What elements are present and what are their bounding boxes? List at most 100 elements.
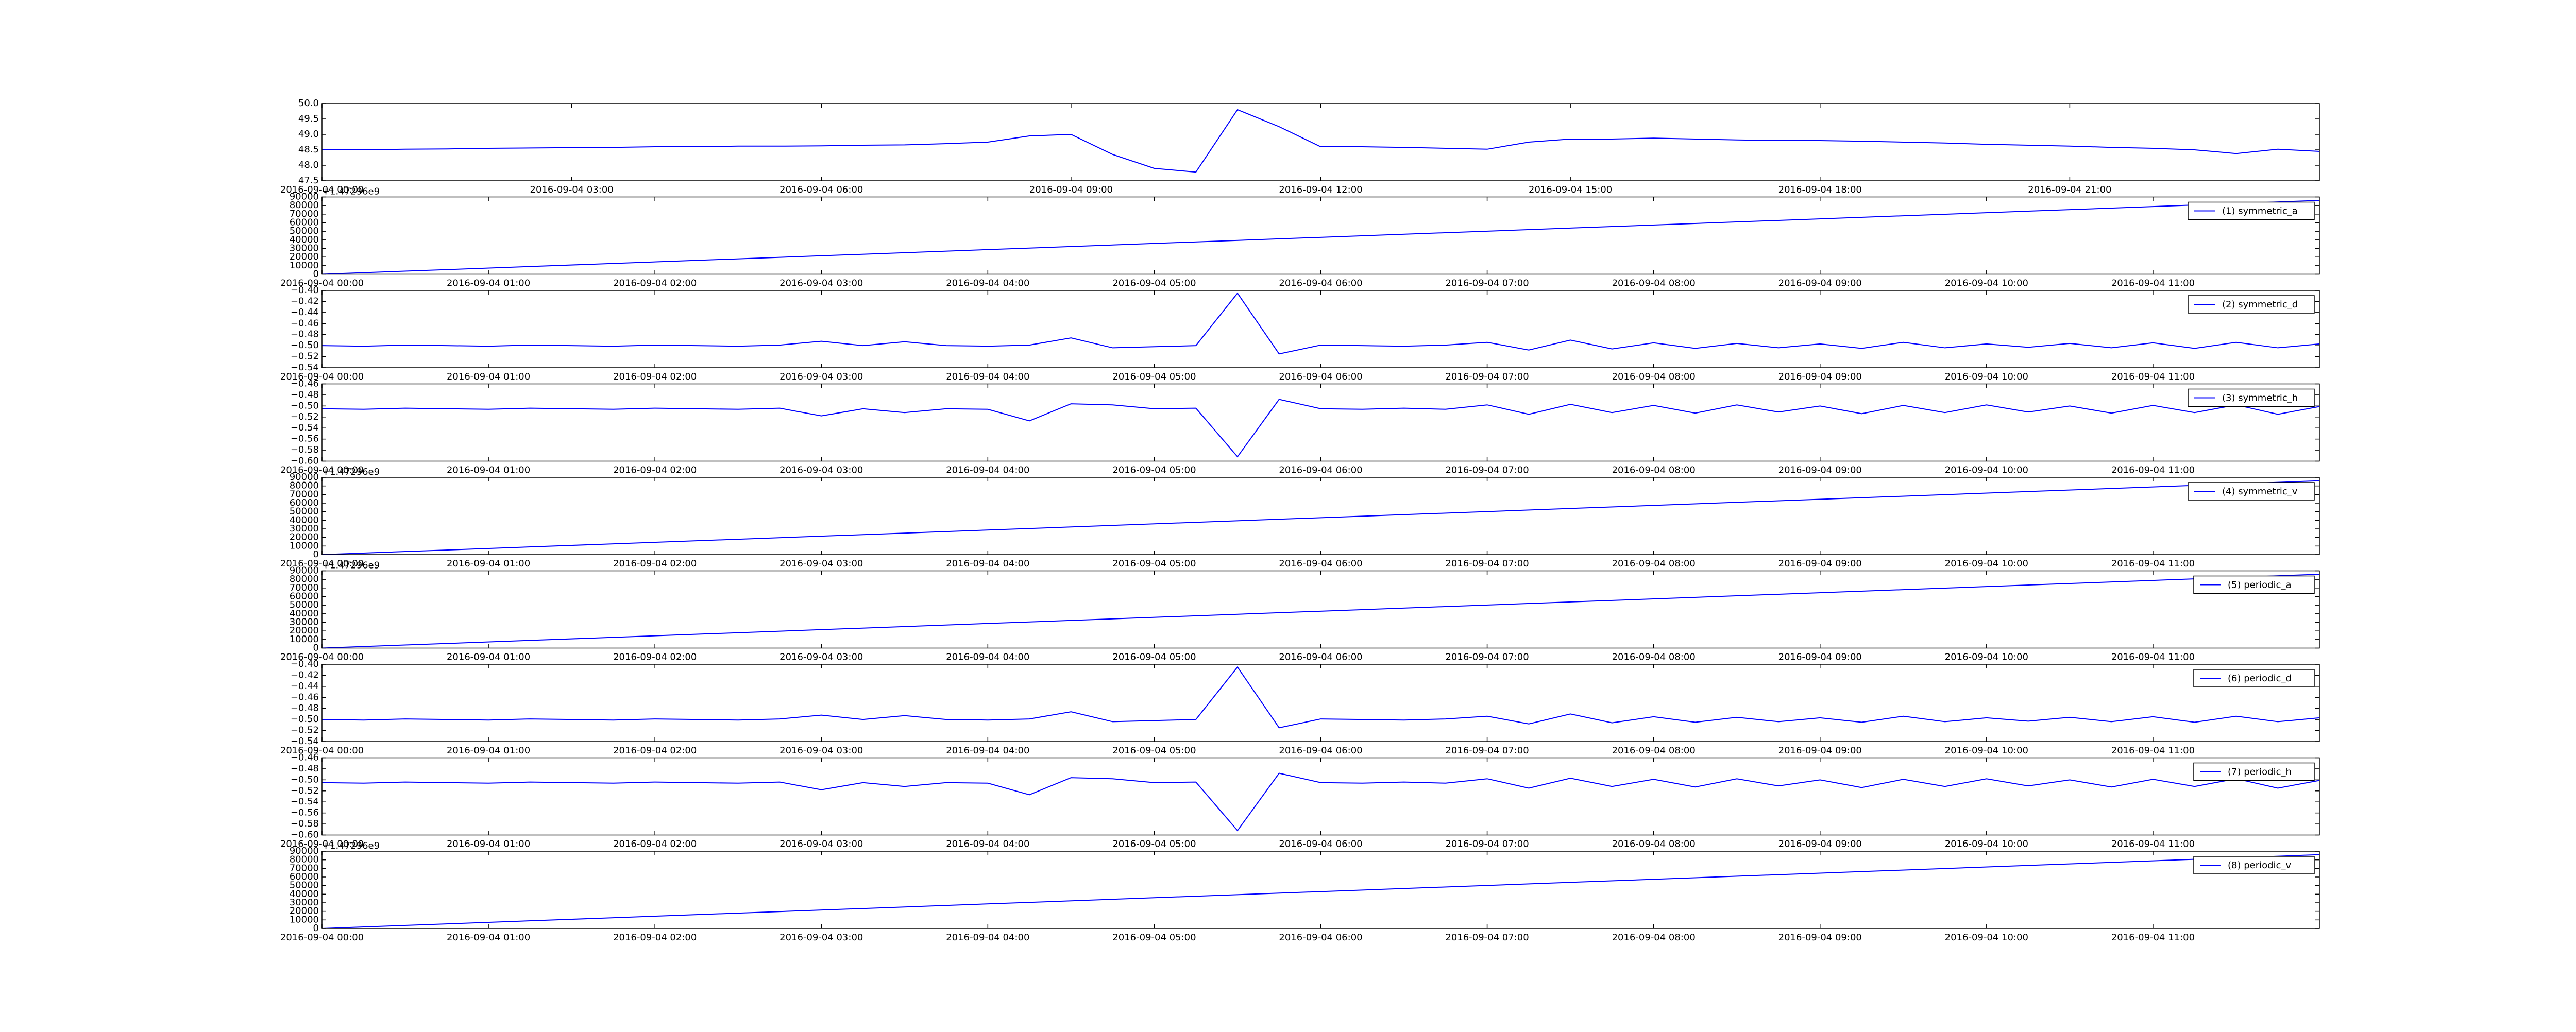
y-tick-label: 0: [313, 923, 319, 934]
x-tick-label: 2016-09-04 11:00: [2111, 745, 2195, 756]
y-tick-label: 20000: [290, 906, 319, 917]
x-tick-label: 2016-09-04 03:00: [779, 932, 863, 943]
legend-label: (7) periodic_h: [2228, 767, 2292, 778]
y-tick-label: 90000: [290, 565, 319, 576]
y-tick-label: −0.46: [291, 379, 319, 389]
y-tick-label: 40000: [290, 608, 319, 619]
y-tick-label: −0.52: [291, 785, 319, 796]
x-tick-label: 2016-09-04 06:00: [1279, 465, 1362, 476]
plot-frame: [321, 477, 2320, 555]
x-tick-label: 2016-09-04 08:00: [1612, 278, 1696, 289]
x-tick-label: 2016-09-04 21:00: [2028, 184, 2111, 195]
y-tick-label: −0.60: [291, 830, 319, 840]
x-tick-label: 2016-09-04 00:00: [280, 932, 364, 943]
x-tick-label: 2016-09-04 00:00: [280, 839, 364, 850]
legend-box: [2188, 201, 2315, 220]
x-tick-label: 2016-09-04 05:00: [1112, 652, 1196, 663]
y-tick-label: 50000: [290, 599, 319, 610]
x-tick-label: 2016-09-04 04:00: [946, 932, 1029, 943]
plot-frame: [321, 290, 2320, 368]
x-tick-label: 2016-09-04 04:00: [946, 839, 1029, 850]
x-tick-label: 2016-09-04 11:00: [2111, 278, 2195, 289]
y-tick-label: 80000: [290, 854, 319, 865]
y-tick-label: 49.0: [298, 129, 319, 140]
y-tick-label: −0.58: [291, 444, 319, 455]
x-tick-label: 2016-09-04 11:00: [2111, 652, 2195, 663]
x-tick-label: 2016-09-04 08:00: [1612, 932, 1696, 943]
x-tick-label: 2016-09-04 00:00: [280, 278, 364, 289]
x-tick-label: 2016-09-04 04:00: [946, 465, 1029, 476]
x-tick-label: 2016-09-04 06:00: [1279, 371, 1362, 382]
x-tick-label: 2016-09-04 10:00: [1945, 745, 2028, 756]
y-tick-label: 10000: [290, 260, 319, 271]
y-tick-label: −0.54: [291, 362, 319, 373]
y-tick-label: 50000: [290, 226, 319, 236]
x-tick-label: 2016-09-04 04:00: [946, 558, 1029, 569]
y-tick-label: −0.46: [291, 318, 319, 329]
x-tick-label: 2016-09-04 02:00: [613, 465, 697, 476]
x-tick-label: 2016-09-04 05:00: [1112, 371, 1196, 382]
y-tick-label: 90000: [290, 192, 319, 202]
data-line: [322, 292, 2319, 355]
y-tick-label: 10000: [290, 914, 319, 925]
x-tick-label: 2016-09-04 02:00: [613, 745, 697, 756]
y-tick-label: −0.46: [291, 692, 319, 702]
x-tick-label: 2016-09-04 03:00: [530, 184, 614, 195]
x-tick-label: 2016-09-04 01:00: [447, 278, 530, 289]
y-tick-label: 60000: [290, 497, 319, 508]
x-tick-label: 2016-09-04 00:00: [280, 184, 364, 195]
legend-label: (2) symmetric_d: [2222, 299, 2298, 310]
y-tick-label: 50000: [290, 506, 319, 517]
data-line: [322, 399, 2319, 458]
y-tick-label: −0.48: [291, 703, 319, 714]
x-tick-label: 2016-09-04 08:00: [1612, 745, 1696, 756]
x-tick-label: 2016-09-04 02:00: [613, 932, 697, 943]
y-tick-label: −0.54: [291, 422, 319, 433]
legend-label: (8) periodic_v: [2228, 860, 2291, 871]
y-tick-label: 70000: [290, 489, 319, 500]
y-tick-label: −0.40: [291, 659, 319, 669]
y-tick-label: −0.52: [291, 411, 319, 422]
x-tick-label: 2016-09-04 09:00: [1778, 932, 1862, 943]
y-tick-label: −0.50: [291, 714, 319, 725]
x-tick-label: 2016-09-04 11:00: [2111, 371, 2195, 382]
data-line: [322, 200, 2319, 274]
x-tick-label: 2016-09-04 08:00: [1612, 371, 1696, 382]
y-tick-label: −0.54: [291, 736, 319, 747]
x-tick-label: 2016-09-04 09:00: [1778, 465, 1862, 476]
x-tick-label: 2016-09-04 03:00: [779, 465, 863, 476]
x-tick-label: 2016-09-04 00:00: [280, 371, 364, 382]
x-tick-label: 2016-09-04 01:00: [447, 932, 530, 943]
x-tick-label: 2016-09-04 02:00: [613, 839, 697, 850]
x-tick-label: 2016-09-04 10:00: [1945, 278, 2028, 289]
y-tick-label: 60000: [290, 871, 319, 882]
y-tick-label: −0.44: [291, 307, 319, 318]
x-tick-label: 2016-09-04 05:00: [1112, 278, 1196, 289]
data-line: [322, 772, 2319, 832]
x-tick-label: 2016-09-04 10:00: [1945, 652, 2028, 663]
y-tick-label: 80000: [290, 200, 319, 211]
y-tick-label: 80000: [290, 480, 319, 491]
x-tick-label: 2016-09-04 09:00: [1778, 652, 1862, 663]
y-tick-label: 40000: [290, 514, 319, 525]
x-tick-label: 2016-09-04 07:00: [1445, 839, 1529, 850]
x-tick-label: 2016-09-04 07:00: [1445, 932, 1529, 943]
y-tick-label: −0.42: [291, 296, 319, 306]
y-tick-label: −0.48: [291, 763, 319, 774]
x-tick-label: 2016-09-04 05:00: [1112, 932, 1196, 943]
x-tick-label: 2016-09-04 12:00: [1279, 184, 1362, 195]
y-tick-label: 40000: [290, 234, 319, 245]
x-tick-label: 2016-09-04 10:00: [1945, 371, 2028, 382]
x-tick-label: 2016-09-04 05:00: [1112, 465, 1196, 476]
y-tick-label: 0: [313, 643, 319, 653]
y-tick-label: 70000: [290, 582, 319, 593]
y-tick-label: −0.56: [291, 807, 319, 818]
data-line: [322, 666, 2319, 729]
y-tick-label: 20000: [290, 251, 319, 262]
legend-label: (4) symmetric_v: [2222, 486, 2298, 497]
x-tick-label: 2016-09-04 06:00: [1279, 278, 1362, 289]
x-tick-label: 2016-09-04 03:00: [779, 278, 863, 289]
x-tick-label: 2016-09-04 07:00: [1445, 278, 1529, 289]
